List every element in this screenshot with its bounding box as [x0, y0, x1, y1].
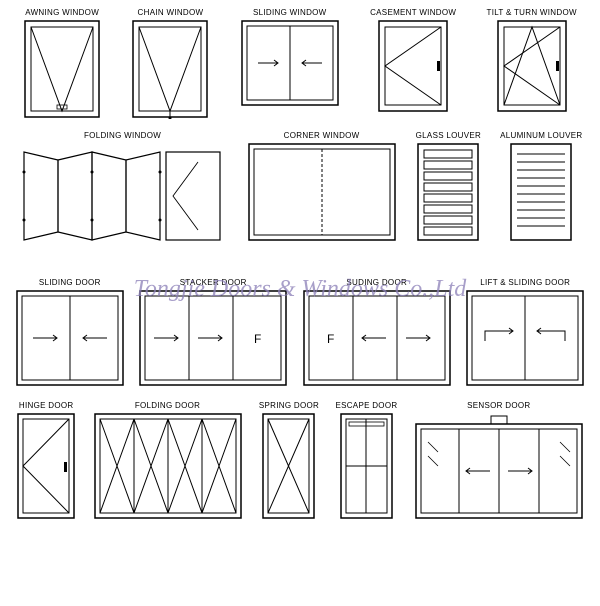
spring-door-icon	[261, 412, 316, 520]
corner-window-icon	[247, 142, 397, 242]
sliding-door-icon	[15, 289, 125, 387]
glass-louver: GLASS LOUVER	[416, 131, 481, 242]
sliding-window-icon	[240, 19, 340, 107]
aluminum-louver-label: ALUMINUM LOUVER	[500, 131, 582, 140]
row-windows-2: FOLDING WINDOW CORNER WINDOW GLASS LOUVE…	[0, 129, 600, 252]
escape-door-label: ESCAPE DOOR	[335, 401, 397, 410]
suding-door: SUDING DOOR F	[302, 278, 452, 387]
stacker-door: STACKER DOOR F	[138, 278, 288, 387]
row-doors-2: HINGE DOOR FOLDING DOOR SPRING DOOR	[0, 399, 600, 522]
chain-window-label: CHAIN WINDOW	[138, 8, 204, 17]
stacker-door-icon: F	[138, 289, 288, 387]
escape-door-icon	[339, 412, 394, 520]
lift-sliding-door-label: LIFT & SLIDING DOOR	[480, 278, 570, 287]
svg-text:F: F	[327, 332, 334, 346]
suding-door-label: SUDING DOOR	[346, 278, 407, 287]
stacker-door-label: STACKER DOOR	[180, 278, 247, 287]
sensor-door: SENSOR DOOR	[414, 401, 584, 520]
svg-text:F: F	[254, 332, 261, 346]
casement-window-icon	[377, 19, 449, 113]
escape-door: ESCAPE DOOR	[335, 401, 397, 520]
chain-window: CHAIN WINDOW	[131, 8, 209, 119]
hinge-door-icon	[16, 412, 76, 520]
casement-window: CASEMENT WINDOW	[370, 8, 456, 113]
suding-door-icon: F	[302, 289, 452, 387]
folding-door: FOLDING DOOR	[93, 401, 243, 520]
folding-door-label: FOLDING DOOR	[135, 401, 200, 410]
sliding-window-label: SLIDING WINDOW	[253, 8, 327, 17]
aluminum-louver-icon	[509, 142, 573, 242]
glass-louver-label: GLASS LOUVER	[416, 131, 481, 140]
sliding-door-label: SLIDING DOOR	[39, 278, 101, 287]
hinge-door-label: HINGE DOOR	[19, 401, 74, 410]
awning-window: AWNING WINDOW	[23, 8, 101, 119]
tilt-turn-window-label: TILT & TURN WINDOW	[487, 8, 577, 17]
tilt-turn-window-icon	[496, 19, 568, 113]
folding-window: FOLDING WINDOW	[18, 131, 228, 250]
spring-door: SPRING DOOR	[259, 401, 319, 520]
row-doors-1: SLIDING DOOR STACKER DOOR F SUDING DOOR	[0, 276, 600, 389]
sliding-door: SLIDING DOOR	[15, 278, 125, 387]
folding-window-icon	[18, 142, 228, 250]
sliding-window: SLIDING WINDOW	[240, 8, 340, 107]
lift-sliding-door: LIFT & SLIDING DOOR	[465, 278, 585, 387]
chain-window-icon	[131, 19, 209, 119]
awning-window-label: AWNING WINDOW	[25, 8, 99, 17]
sensor-door-label: SENSOR DOOR	[467, 401, 530, 410]
folding-window-label: FOLDING WINDOW	[84, 131, 161, 140]
casement-window-label: CASEMENT WINDOW	[370, 8, 456, 17]
sensor-door-icon	[414, 412, 584, 520]
lift-sliding-door-icon	[465, 289, 585, 387]
awning-window-icon	[23, 19, 101, 119]
row-windows-1: AWNING WINDOW CHAIN WINDOW SLIDING WINDO…	[0, 6, 600, 121]
tilt-turn-window: TILT & TURN WINDOW	[487, 8, 577, 113]
aluminum-louver: ALUMINUM LOUVER	[500, 131, 582, 242]
folding-door-icon	[93, 412, 243, 520]
hinge-door: HINGE DOOR	[16, 401, 76, 520]
glass-louver-icon	[416, 142, 480, 242]
corner-window-label: CORNER WINDOW	[284, 131, 360, 140]
spring-door-label: SPRING DOOR	[259, 401, 319, 410]
corner-window: CORNER WINDOW	[247, 131, 397, 242]
